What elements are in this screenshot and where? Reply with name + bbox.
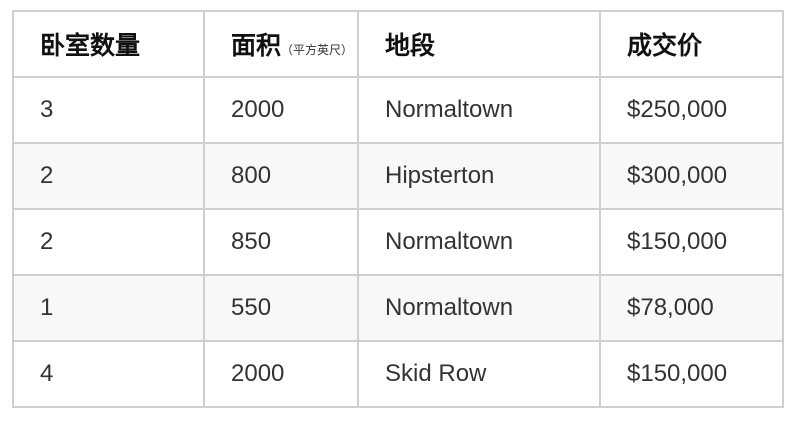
cell-price: $150,000 xyxy=(599,340,784,408)
header-bedrooms: 卧室数量 xyxy=(12,10,205,78)
header-row: 卧室数量 面积（平方英尺） 地段 成交价 xyxy=(12,10,784,78)
table-row: 2 800 Hipsterton $300,000 xyxy=(12,142,784,210)
header-area-label: 面积 xyxy=(231,31,282,60)
table-row: 4 2000 Skid Row $150,000 xyxy=(12,340,784,408)
cell-location: Normaltown xyxy=(357,274,601,342)
cell-bedrooms: 3 xyxy=(12,76,205,144)
cell-location: Normaltown xyxy=(357,208,601,276)
cell-price: $300,000 xyxy=(599,142,784,210)
cell-bedrooms: 2 xyxy=(12,208,205,276)
cell-area: 2000 xyxy=(203,340,359,408)
table-row: 1 550 Normaltown $78,000 xyxy=(12,274,784,342)
cell-area: 850 xyxy=(203,208,359,276)
cell-price: $78,000 xyxy=(599,274,784,342)
cell-area: 2000 xyxy=(203,76,359,144)
cell-bedrooms: 1 xyxy=(12,274,205,342)
cell-price: $250,000 xyxy=(599,76,784,144)
cell-location: Skid Row xyxy=(357,340,601,408)
header-location: 地段 xyxy=(357,10,601,78)
cell-bedrooms: 4 xyxy=(12,340,205,408)
table-row: 2 850 Normaltown $150,000 xyxy=(12,208,784,276)
cell-bedrooms: 2 xyxy=(12,142,205,210)
cell-price: $150,000 xyxy=(599,208,784,276)
housing-table: 卧室数量 面积（平方英尺） 地段 成交价 3 2000 Normaltown $250… xyxy=(12,10,784,408)
table-row: 3 2000 Normaltown $250,000 xyxy=(12,76,784,144)
cell-area: 550 xyxy=(203,274,359,342)
header-area-unit: （平方英尺） xyxy=(281,43,354,57)
header-area: 面积（平方英尺） xyxy=(203,10,359,78)
header-price: 成交价 xyxy=(599,10,784,78)
cell-location: Normaltown xyxy=(357,76,601,144)
cell-area: 800 xyxy=(203,142,359,210)
cell-location: Hipsterton xyxy=(357,142,601,210)
